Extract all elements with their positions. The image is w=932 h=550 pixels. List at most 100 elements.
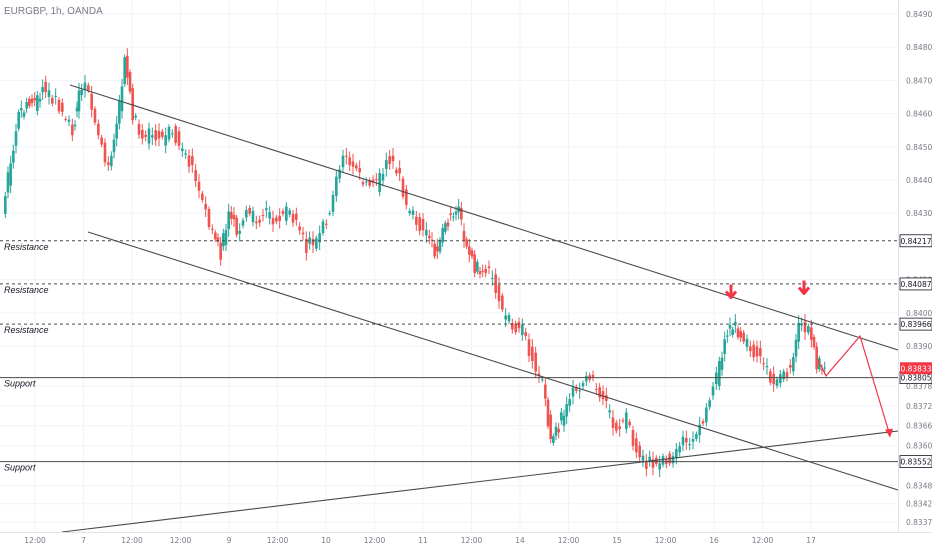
candle-body — [681, 436, 685, 446]
candle-body — [728, 324, 732, 329]
candle-body — [444, 223, 447, 232]
candle-body — [552, 436, 555, 443]
candle-body — [77, 90, 81, 112]
candle-body — [678, 446, 681, 453]
trendline-rising-support[interactable] — [61, 430, 899, 533]
candle-body — [251, 211, 255, 223]
candle-body — [238, 230, 241, 234]
candle-body — [171, 133, 174, 135]
candle-body — [557, 428, 560, 433]
candle-body — [71, 124, 74, 136]
candle-body — [305, 238, 308, 254]
candle-body — [671, 456, 675, 464]
candle-body — [449, 213, 452, 215]
level-price-badge-text: 0.84087 — [900, 280, 931, 289]
candle-body — [460, 207, 463, 220]
level-price-badge-text: 0.83552 — [900, 458, 931, 467]
candle-body — [504, 315, 507, 320]
candle-body — [41, 87, 44, 93]
candle-body — [581, 383, 585, 387]
candle-body — [568, 399, 571, 406]
time-tick-label: 17 — [806, 536, 816, 545]
candle-body — [131, 88, 134, 121]
candle-body — [261, 214, 265, 216]
candle-body — [615, 422, 618, 431]
candle-body — [147, 128, 151, 144]
candle-body — [61, 102, 64, 112]
candle-body — [695, 434, 698, 439]
candle-body — [618, 426, 621, 430]
candle-body — [164, 135, 167, 146]
candle-body — [93, 108, 97, 123]
candle-body — [345, 155, 348, 157]
candle-body — [90, 93, 93, 110]
candle-body — [720, 357, 724, 370]
candle-body — [765, 365, 769, 368]
candle-body — [468, 246, 471, 255]
candle-body — [197, 181, 201, 191]
candle-body — [25, 101, 28, 109]
level-price-badge-text: 0.83805 — [900, 374, 931, 383]
candle-body — [187, 155, 191, 167]
candle-body — [255, 221, 258, 224]
candle-body — [268, 212, 271, 219]
candle-body — [517, 321, 521, 329]
candle-body — [28, 98, 31, 106]
time-tick-label: 12:00 — [24, 536, 46, 545]
candle-body — [401, 178, 405, 197]
candle-body — [381, 173, 385, 181]
time-tick-label: 12:00 — [655, 536, 677, 545]
candle-body — [755, 346, 759, 357]
level-label: Support — [4, 463, 36, 473]
time-axis[interactable]: 12:00 7 12:00 12:00 9 12:00 10 12:00 11 12:00 14 12… — [24, 536, 816, 545]
candle-body — [661, 456, 665, 465]
candle-body — [47, 90, 51, 98]
level-price-badge — [899, 317, 932, 331]
candle-body — [635, 438, 638, 453]
candle-body — [191, 156, 194, 166]
candle-body — [745, 338, 749, 347]
level-price-badge — [899, 277, 932, 291]
candle-body — [527, 339, 531, 356]
candle-body — [611, 417, 615, 428]
candle-body — [103, 142, 107, 163]
candle-body — [782, 371, 785, 380]
candle-body — [601, 391, 605, 400]
candle-body — [645, 461, 648, 469]
candle-body — [723, 339, 726, 354]
candle-body — [207, 209, 211, 228]
level-lines: Resistance Resistance Resistance Support Sup… — [0, 240, 898, 473]
trendline-channel-upper[interactable] — [69, 84, 899, 351]
candle-body — [57, 99, 61, 112]
candle-body — [785, 372, 789, 378]
candle-body — [794, 339, 798, 357]
candle-body — [80, 89, 83, 96]
candle-body — [742, 332, 745, 342]
candle-body — [271, 218, 275, 225]
candle-body — [418, 217, 421, 231]
candle-body — [585, 375, 588, 382]
candle-body — [537, 373, 541, 376]
candle-body — [531, 346, 534, 361]
candle-body — [331, 194, 335, 212]
candle-body — [321, 221, 325, 234]
candle-body — [476, 261, 479, 272]
candle-body — [371, 179, 375, 183]
candle-body — [201, 193, 204, 200]
candle-body — [465, 239, 468, 247]
projection-path[interactable] — [817, 334, 891, 436]
candle-body — [107, 162, 110, 166]
candle-body — [595, 388, 598, 390]
candle-body — [110, 155, 113, 167]
candle-body — [73, 124, 77, 127]
candle-body — [549, 414, 552, 439]
candle-body — [691, 438, 695, 442]
candle-body — [281, 211, 285, 214]
